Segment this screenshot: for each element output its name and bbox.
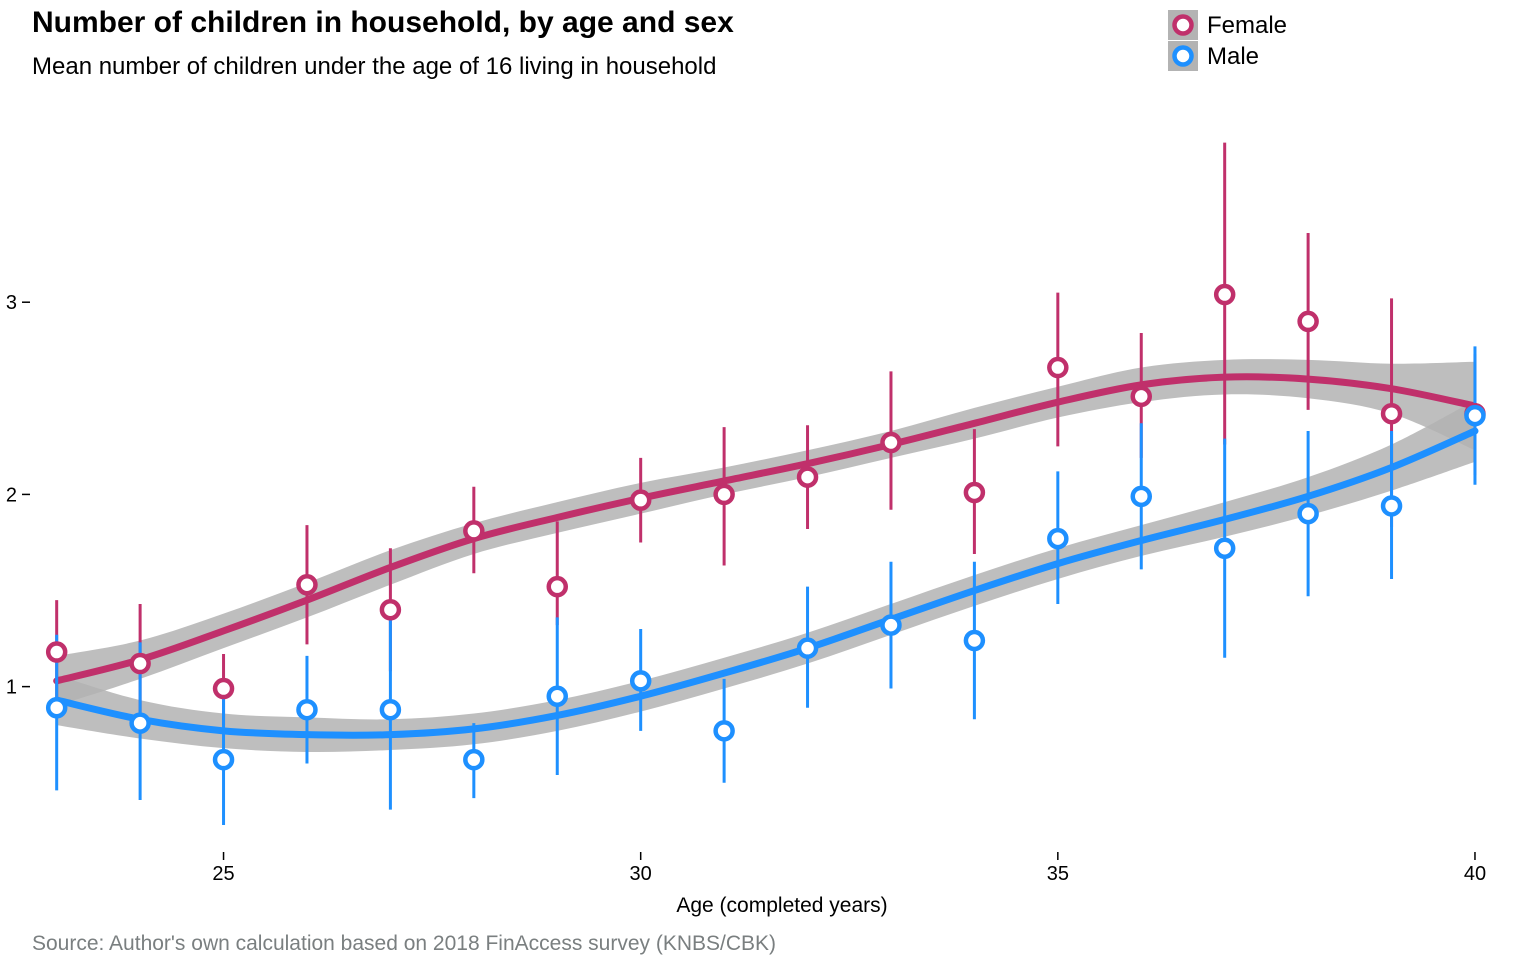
y-tick-label: 2: [6, 484, 17, 506]
legend-label-male: Male: [1207, 43, 1259, 70]
point-male: [1130, 485, 1153, 508]
confidence-band-male: [56, 400, 1475, 753]
point-female: [546, 575, 569, 598]
point-female: [379, 598, 402, 621]
point-female: [880, 431, 902, 454]
x-tick-label: 30: [630, 863, 652, 885]
point-male: [1464, 404, 1486, 427]
point-female: [1297, 310, 1319, 333]
point-male: [1297, 502, 1319, 525]
point-male: [880, 614, 902, 636]
point-male: [1213, 537, 1236, 559]
legend-label-female: Female: [1207, 12, 1287, 39]
point-female: [1130, 385, 1153, 408]
point-female: [713, 483, 735, 506]
confidence-band-female: [56, 359, 1475, 706]
x-tick-label: 40: [1464, 863, 1486, 885]
smooth-lines: [53, 373, 1479, 739]
point-female: [1213, 283, 1236, 306]
point-male: [629, 670, 652, 692]
point-male: [546, 685, 569, 707]
point-male: [796, 637, 819, 659]
point-male: [1380, 495, 1403, 517]
point-male: [713, 720, 735, 742]
point-female: [129, 652, 151, 675]
chart-subtitle: Mean number of children under the age of…: [32, 53, 716, 80]
point-female: [963, 481, 986, 504]
legend: Female Male: [1168, 10, 1287, 71]
source-caption: Source: Author's own calculation based o…: [32, 932, 776, 955]
smooth-bands: [56, 359, 1475, 753]
chart-title: Number of children in household, by age …: [32, 6, 734, 39]
point-male: [212, 748, 235, 771]
data-points: [45, 283, 1486, 771]
point-female: [212, 677, 235, 700]
point-female: [45, 641, 68, 663]
point-male: [963, 629, 986, 652]
point-female: [796, 466, 819, 488]
x-axis-title: Age (completed years): [676, 894, 887, 917]
smooth-line-female: [53, 373, 1479, 685]
point-male: [45, 697, 68, 719]
point-female: [629, 489, 652, 511]
point-male: [296, 698, 318, 721]
point-female: [463, 520, 485, 542]
x-axis: 25 30 35 40: [212, 852, 1486, 885]
y-axis: 1 2 3: [6, 292, 30, 699]
point-female: [1047, 356, 1069, 379]
point-male: [129, 712, 151, 734]
point-male: [1047, 527, 1069, 550]
point-female: [1380, 402, 1403, 425]
legend-marker-female: [1172, 14, 1194, 36]
y-tick-label: 3: [6, 292, 17, 314]
x-tick-label: 35: [1047, 863, 1069, 885]
point-female: [296, 574, 318, 596]
point-male: [463, 748, 485, 771]
smooth-line-male: [53, 427, 1479, 739]
legend-marker-male: [1172, 45, 1194, 67]
y-tick-label: 1: [6, 677, 17, 699]
x-tick-label: 25: [212, 863, 234, 885]
point-male: [379, 698, 402, 721]
